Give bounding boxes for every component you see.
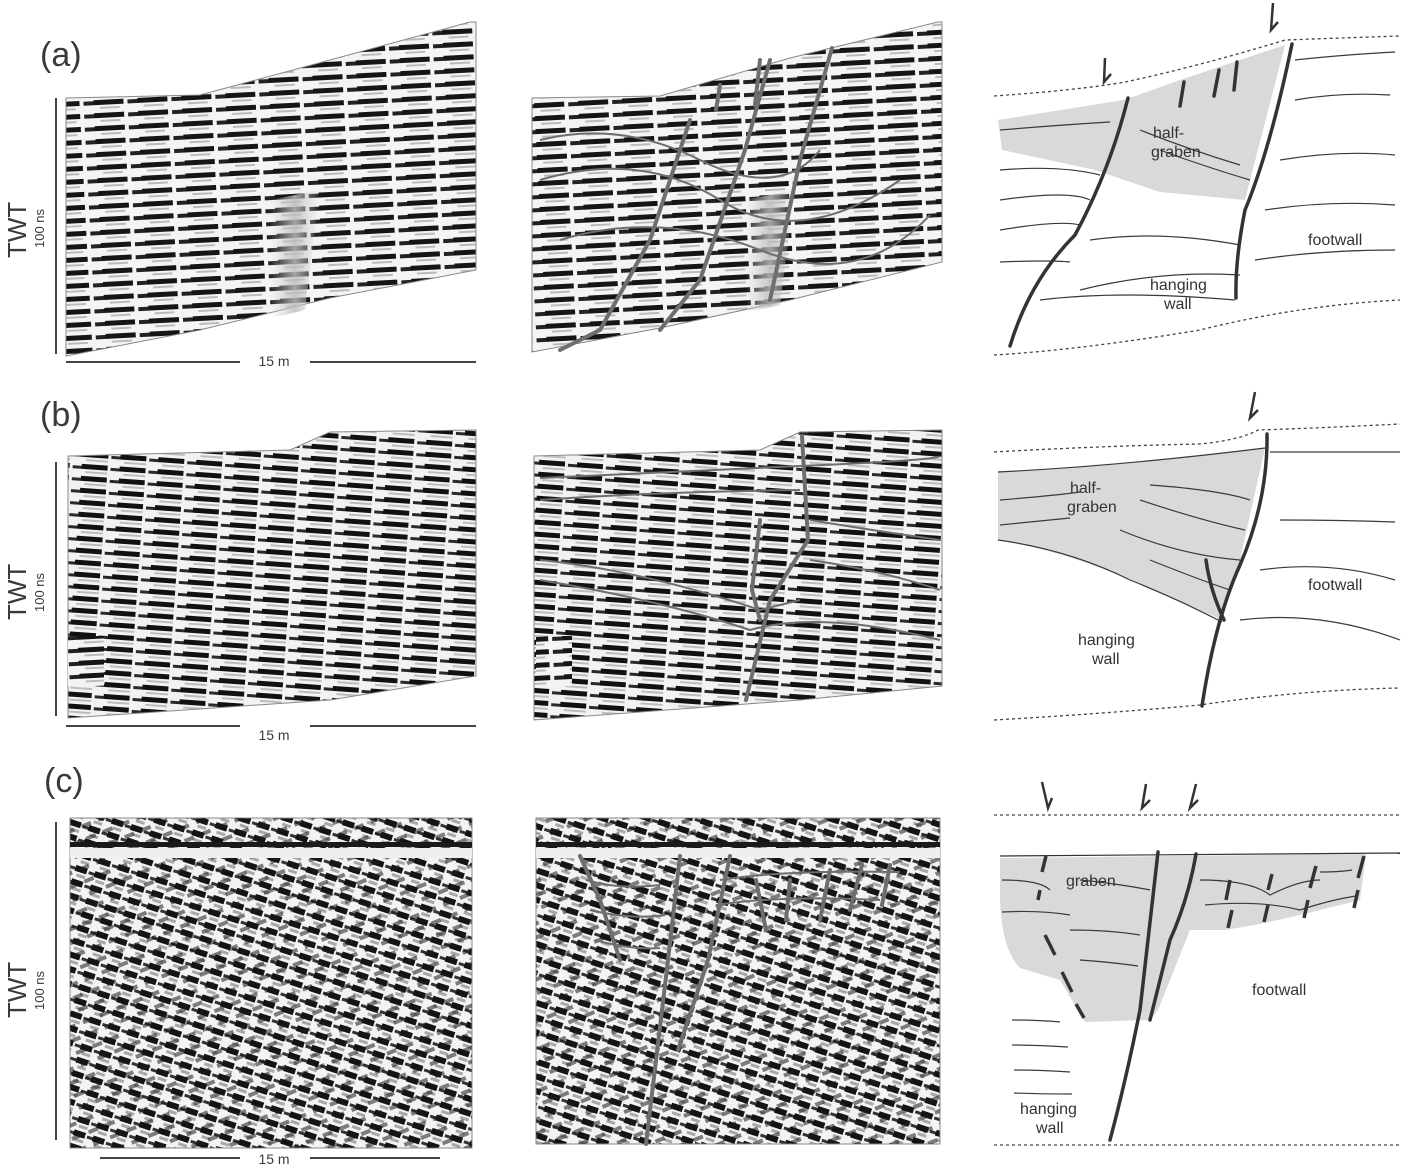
- strata-lines: [1001, 869, 1357, 1095]
- panel-c: (c) TWT 100 ns 15 m: [2, 762, 1401, 1167]
- movement-arrows: [1248, 391, 1259, 422]
- surface-reflector: [70, 842, 472, 847]
- section-base: [993, 687, 1401, 721]
- fault-lines: [1108, 850, 1198, 1142]
- twt-label: TWT: [2, 962, 32, 1018]
- radargram-interpreted: [531, 21, 943, 353]
- label-half: half-: [1153, 125, 1184, 142]
- panel-a: (a) TWT 100 ns 15 m: [2, 2, 1401, 369]
- label-half: half-: [1070, 480, 1101, 497]
- radargram-interpreted: [533, 429, 943, 721]
- scale-label: 15 m: [258, 1151, 289, 1167]
- panel-letter: (c): [44, 762, 84, 800]
- scale-label: 15 m: [258, 353, 289, 369]
- label-hanging: hanging: [1150, 277, 1207, 294]
- surface-reflector: [536, 842, 940, 847]
- label-wall: wall: [1091, 651, 1120, 668]
- fault-lines: [1008, 42, 1294, 348]
- fault-segments: [1036, 855, 1366, 1019]
- half-graben-infill: [998, 45, 1285, 200]
- horizon-traces: [539, 132, 931, 265]
- radargram-raw-inset: [68, 636, 104, 686]
- radargram-raw-overlay: [70, 818, 472, 1148]
- label-hanging: hanging: [1020, 1101, 1077, 1118]
- surface-reflector: [536, 848, 940, 858]
- ground-surface: [993, 423, 1401, 453]
- horizon-traces: [539, 455, 941, 641]
- label-graben: graben: [1151, 144, 1201, 161]
- strata-lines: [999, 51, 1396, 301]
- surface-reflector: [70, 848, 472, 858]
- label-graben: graben: [1067, 499, 1117, 516]
- panel-b: (b) TWT 100 ns 15 m: [2, 391, 1401, 743]
- movement-arrows: [1102, 2, 1279, 86]
- label-footwall: footwall: [1308, 577, 1362, 594]
- label-wall: wall: [1035, 1120, 1064, 1137]
- label-footwall: footwall: [1308, 232, 1362, 249]
- time-scale-label: 100 ns: [32, 572, 47, 612]
- panel-letter: (a): [40, 36, 82, 74]
- fault-lines: [1200, 432, 1269, 708]
- label-hanging: hanging: [1078, 632, 1135, 649]
- radargram-raw: [65, 21, 477, 357]
- time-scale-label: 100 ns: [32, 208, 47, 248]
- label-graben: graben: [1066, 873, 1116, 890]
- label-footwall: footwall: [1252, 982, 1306, 999]
- diffraction-zone: [270, 190, 320, 318]
- strata-lines: [997, 447, 1401, 641]
- ground-surface: [993, 35, 1401, 97]
- fault-traces: [558, 46, 834, 352]
- movement-arrows: [1040, 781, 1199, 813]
- section-base: [993, 299, 1401, 356]
- horizon-traces: [585, 870, 901, 950]
- graben-infill: [1000, 854, 1366, 1022]
- label-wall: wall: [1163, 296, 1192, 313]
- twt-label: TWT: [2, 564, 32, 620]
- radargram-interpreted-overlay: [536, 818, 940, 1144]
- radargram-interpreted-inset: [536, 636, 572, 686]
- time-scale-label: 100 ns: [32, 970, 47, 1010]
- panel-letter: (b): [40, 396, 82, 434]
- scale-label: 15 m: [258, 727, 289, 743]
- radargram-raw: [67, 429, 477, 719]
- surface-line: [999, 852, 1401, 857]
- twt-label: TWT: [2, 202, 32, 258]
